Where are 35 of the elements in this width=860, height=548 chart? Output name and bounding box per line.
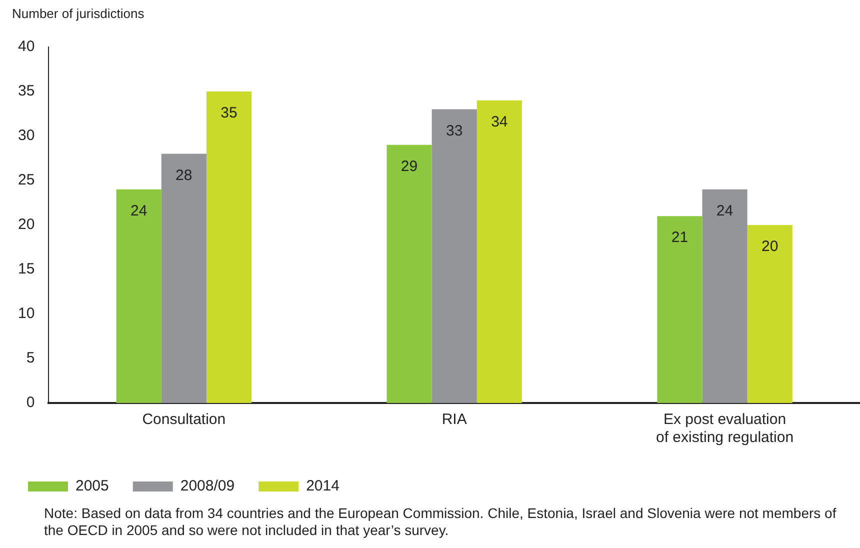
data-label: 24	[716, 202, 734, 220]
legend-label: 2014	[306, 478, 340, 495]
y-axis-title: Number of jurisdictions	[12, 6, 144, 21]
text: Note: Based on data from 34 countries and the European Commission. Chile, Estonia, Israel and Slovenia were not members of the OECD in 2005 and so were not included in that year’s survey.	[44, 505, 838, 539]
bar	[161, 154, 206, 403]
bar	[432, 109, 477, 403]
y-tick-label: 35	[18, 82, 35, 100]
y-tick-label: 40	[18, 38, 35, 56]
x-tick-label: Consultation	[142, 411, 226, 428]
data-label: 34	[491, 114, 508, 131]
y-tick-label: 15	[18, 260, 35, 278]
y-tick-label: 5	[26, 350, 35, 367]
y-tick-label: 30	[18, 127, 35, 144]
data-label: 28	[176, 166, 192, 184]
y-tick-label: 25	[18, 172, 35, 189]
data-label: 35	[220, 104, 238, 122]
bar	[747, 225, 792, 403]
bar	[116, 189, 162, 403]
y-tick-label: 20	[18, 216, 35, 234]
data-label: 21	[671, 229, 688, 246]
x-tick-label: RIA	[442, 411, 467, 428]
bar	[702, 189, 748, 403]
y-tick-label: 10	[18, 305, 35, 322]
data-label: 20	[762, 238, 778, 256]
y-tick-label: 0	[26, 394, 35, 412]
data-label: 24	[130, 202, 148, 220]
legend-label: 2008/09	[180, 478, 235, 495]
data-label: 33	[446, 122, 463, 140]
legend-label: 2005	[76, 478, 109, 495]
bar	[476, 100, 522, 403]
bar	[386, 144, 432, 403]
bar	[657, 216, 702, 403]
data-label: 29	[400, 158, 418, 176]
x-tick-label: Ex post evaluation of existing regulation	[656, 411, 794, 446]
bar	[206, 92, 252, 403]
